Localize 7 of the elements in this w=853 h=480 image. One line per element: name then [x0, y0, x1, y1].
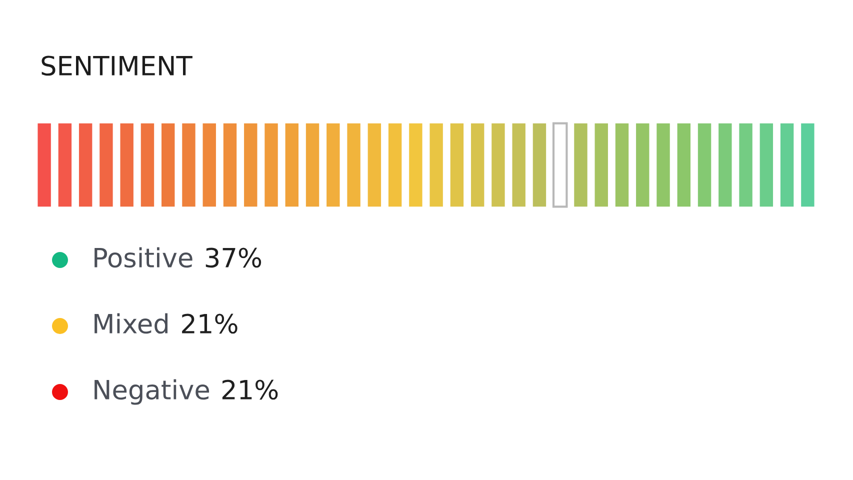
category-label: Mixed — [94, 313, 168, 334]
chart-title: SENTIMENT — [42, 56, 192, 76]
category-label: Positive — [94, 247, 192, 268]
data-label: 37% — [206, 248, 262, 268]
category-label: Negative — [94, 379, 210, 405]
data-label: 21% — [222, 380, 278, 400]
data-label: 21% — [182, 314, 238, 334]
